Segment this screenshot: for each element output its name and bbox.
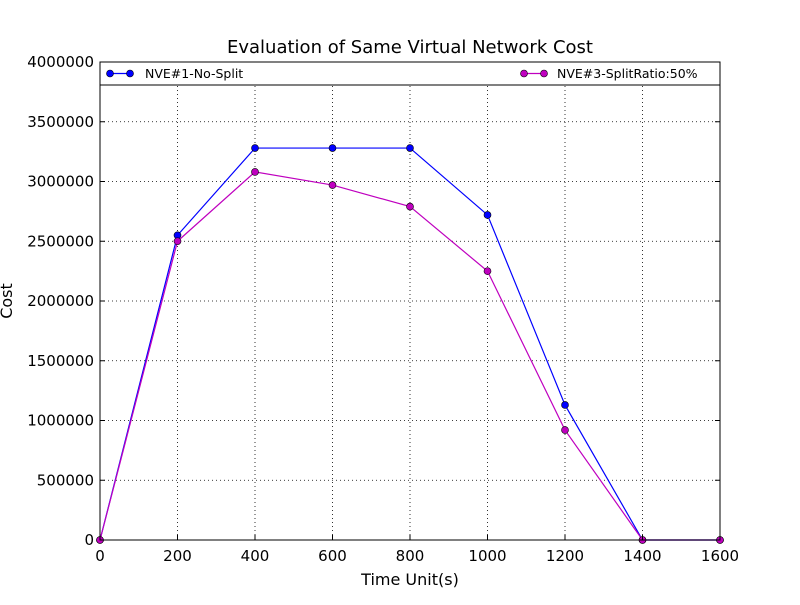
series-2-point [251,168,259,176]
x-tick-label: 1600 [701,547,739,565]
y-tick-label: 2000000 [27,292,94,310]
chart-title: Evaluation of Same Virtual Network Cost [227,37,593,58]
x-tick-label: 600 [318,547,347,565]
x-tick-label: 1000 [468,547,506,565]
series-2-point [328,181,337,189]
y-tick-label: 4000000 [27,53,94,71]
series-2-point [561,426,569,434]
x-tick-label: 800 [396,547,425,565]
y-tick-label: 0 [84,531,94,549]
legend: NVE#1-No-Split NVE#3-SplitRatio:50% [99,61,721,86]
legend-marker-1 [126,69,134,78]
y-tick-label: 3000000 [27,173,94,191]
y-tick-label: 500000 [37,471,94,489]
legend-label-2: NVE#3-SplitRatio:50% [557,66,698,81]
series-1-point [406,144,414,152]
series-2-point [483,267,492,275]
legend-label-1: NVE#1-No-Split [145,66,243,81]
series-line-2 [99,171,720,541]
x-tick-label: 1400 [623,547,661,565]
y-tick-label: 1500000 [27,352,94,370]
grid-lines [100,62,720,540]
legend-marker-1 [106,69,114,78]
series-1-point [328,144,337,152]
tick-layer: 0 200 400 600 800 1000 1200 1400 1600 0 500000 1000… [27,53,739,565]
x-axis-label: Time Unit(s) [360,570,459,589]
x-tick-label: 1200 [546,547,584,565]
y-tick-label: 3500000 [27,113,94,131]
series-1-point [251,144,259,152]
x-tick-label: 0 [95,547,105,565]
legend-box [99,61,721,86]
series-layer [96,144,724,544]
x-tick-label: 400 [241,547,270,565]
series-2-point [173,237,182,246]
y-tick-label: 1000000 [27,412,94,430]
x-tick-label: 200 [163,547,192,565]
legend-marker-2 [520,69,528,78]
legend-marker-2 [540,69,548,78]
y-axis-label: Cost [0,283,16,319]
series-2-point [406,202,414,211]
y-tick-label: 2500000 [27,232,94,250]
series-1-point [561,401,569,409]
series-1-point [483,211,492,219]
